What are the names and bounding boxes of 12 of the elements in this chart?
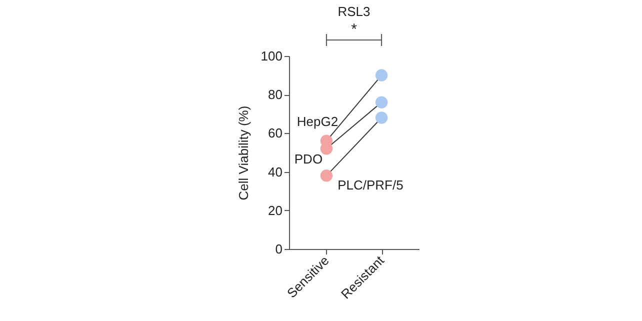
y-tick-label: 20 xyxy=(268,202,282,218)
y-tick-label: 40 xyxy=(268,164,282,180)
text: RSL3 xyxy=(338,4,370,19)
y-axis-title: Cell Viability (%) xyxy=(236,106,251,200)
series-label: HepG2 xyxy=(296,114,338,129)
y-tick-label: 80 xyxy=(268,87,282,102)
y-tick-label: 100 xyxy=(260,48,282,64)
text: * xyxy=(351,21,358,38)
y-tick-label: 60 xyxy=(268,126,282,141)
y-tick-label: 0 xyxy=(275,242,282,256)
series-label: PLC/PRF/5 xyxy=(338,178,404,193)
series-label: PDO xyxy=(294,152,323,167)
